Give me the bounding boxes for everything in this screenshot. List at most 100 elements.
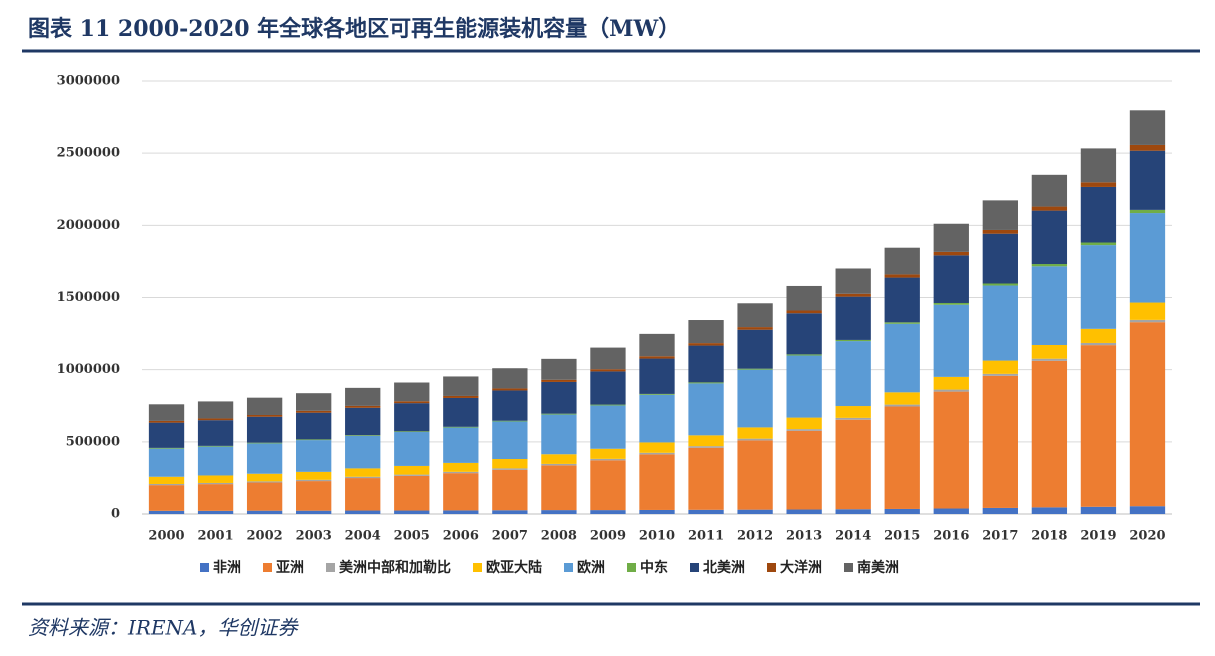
bar-segment: [1129, 150, 1166, 210]
bar-segment: [394, 432, 430, 466]
bar-segment: [541, 465, 577, 511]
bar-segment: [541, 510, 577, 514]
bar-segment: [197, 482, 234, 485]
legend-label: 南美洲: [857, 559, 899, 576]
x-tick-label: 2007: [492, 529, 528, 544]
bar-segment: [688, 446, 724, 448]
bar-segment: [1129, 302, 1166, 320]
bar-segment: [786, 429, 822, 431]
bar-segment: [982, 373, 1018, 376]
bar-segment: [296, 479, 332, 482]
bar-segment: [246, 482, 283, 511]
bar-segment: [884, 322, 920, 324]
bar-segment: [639, 442, 675, 453]
x-tick-label: 2010: [639, 529, 675, 544]
bar-segment: [246, 481, 283, 483]
x-tick-label: 2017: [982, 529, 1018, 544]
bar-segment: [345, 387, 381, 406]
bar-segment: [1031, 358, 1068, 361]
bar-segment: [590, 371, 626, 405]
bar-segment: [1031, 174, 1068, 207]
legend-label: 大洋洲: [780, 559, 822, 576]
bar-segment: [296, 412, 332, 440]
bar-segment: [296, 440, 332, 472]
bar-segment: [1080, 245, 1117, 329]
bar-segment: [737, 329, 773, 369]
bar-segment: [345, 476, 381, 479]
source-note: 资料来源：IRENA，华创证券: [28, 616, 300, 640]
legend-label: 亚洲: [276, 560, 304, 576]
bar-segment: [688, 447, 724, 510]
bar-segment: [148, 422, 185, 448]
y-tick-label: 500000: [66, 434, 120, 449]
bar-segment: [884, 406, 920, 509]
bar-segment: [1129, 506, 1166, 514]
bar-segment: [1031, 344, 1068, 359]
bar-segment: [1129, 322, 1166, 507]
bar-segment: [148, 404, 185, 421]
bar-segment: [492, 459, 528, 469]
x-tick-label: 2016: [933, 529, 969, 544]
bar-segment: [590, 404, 626, 406]
x-tick-label: 2009: [590, 529, 626, 544]
y-tick-label: 1000000: [57, 362, 120, 377]
bar-segment: [541, 413, 577, 415]
bar-segment: [148, 476, 185, 484]
legend-label: 非洲: [213, 559, 241, 576]
bar-segment: [982, 229, 1018, 234]
legend-swatch: [690, 563, 699, 572]
x-tick-label: 2004: [345, 529, 381, 544]
bar-segment: [1080, 242, 1117, 246]
bar-segment: [933, 251, 969, 256]
bar-segment: [345, 468, 381, 477]
bar-segment: [884, 392, 920, 405]
bar-segment: [737, 327, 773, 330]
bar-segment: [737, 438, 773, 441]
bar-segment: [688, 345, 724, 383]
bar-segment: [982, 233, 1018, 284]
bar-segment: [786, 355, 822, 418]
x-tick-label: 2012: [737, 529, 773, 544]
y-tick-label: 3000000: [57, 74, 120, 89]
bar-segment: [197, 445, 234, 447]
bar-segment: [688, 435, 724, 447]
bar-segment: [345, 435, 381, 469]
bar-segment: [786, 354, 822, 356]
legend-swatch: [564, 563, 573, 572]
bar-segment: [394, 510, 430, 514]
x-tick-label: 2002: [247, 529, 283, 544]
bar-segment: [492, 469, 528, 511]
bar-segment: [884, 247, 920, 275]
bar-segment: [541, 463, 577, 466]
bar-segment: [148, 420, 185, 423]
bar-segment: [443, 462, 479, 472]
bar-segment: [835, 341, 871, 407]
bar-segment: [835, 419, 871, 510]
x-tick-label: 2006: [443, 529, 479, 544]
bar-segment: [345, 435, 381, 436]
x-tick-label: 2000: [148, 529, 184, 544]
bar-segment: [1080, 182, 1117, 187]
bar-segment: [492, 368, 528, 389]
bar-segment: [639, 393, 675, 395]
bar-segment: [590, 458, 626, 461]
bar-segment: [345, 407, 381, 436]
bar-segment: [394, 465, 430, 475]
legend-label: 北美洲: [703, 559, 745, 576]
bar-segment: [1129, 144, 1166, 151]
x-tick-label: 2020: [1129, 529, 1165, 544]
bar-segment: [933, 304, 969, 377]
bar-segment: [492, 510, 528, 514]
x-tick-label: 2015: [884, 529, 920, 544]
bar-segment: [1129, 319, 1166, 323]
y-tick-label: 0: [111, 507, 120, 522]
bar-segment: [541, 414, 577, 455]
bar-segment: [492, 468, 528, 470]
legend-swatch: [473, 563, 482, 572]
bar-segment: [197, 401, 234, 419]
bar-segment: [148, 483, 185, 486]
bar-segment: [835, 268, 871, 294]
bar-segment: [786, 417, 822, 430]
bar-segment: [639, 333, 675, 357]
